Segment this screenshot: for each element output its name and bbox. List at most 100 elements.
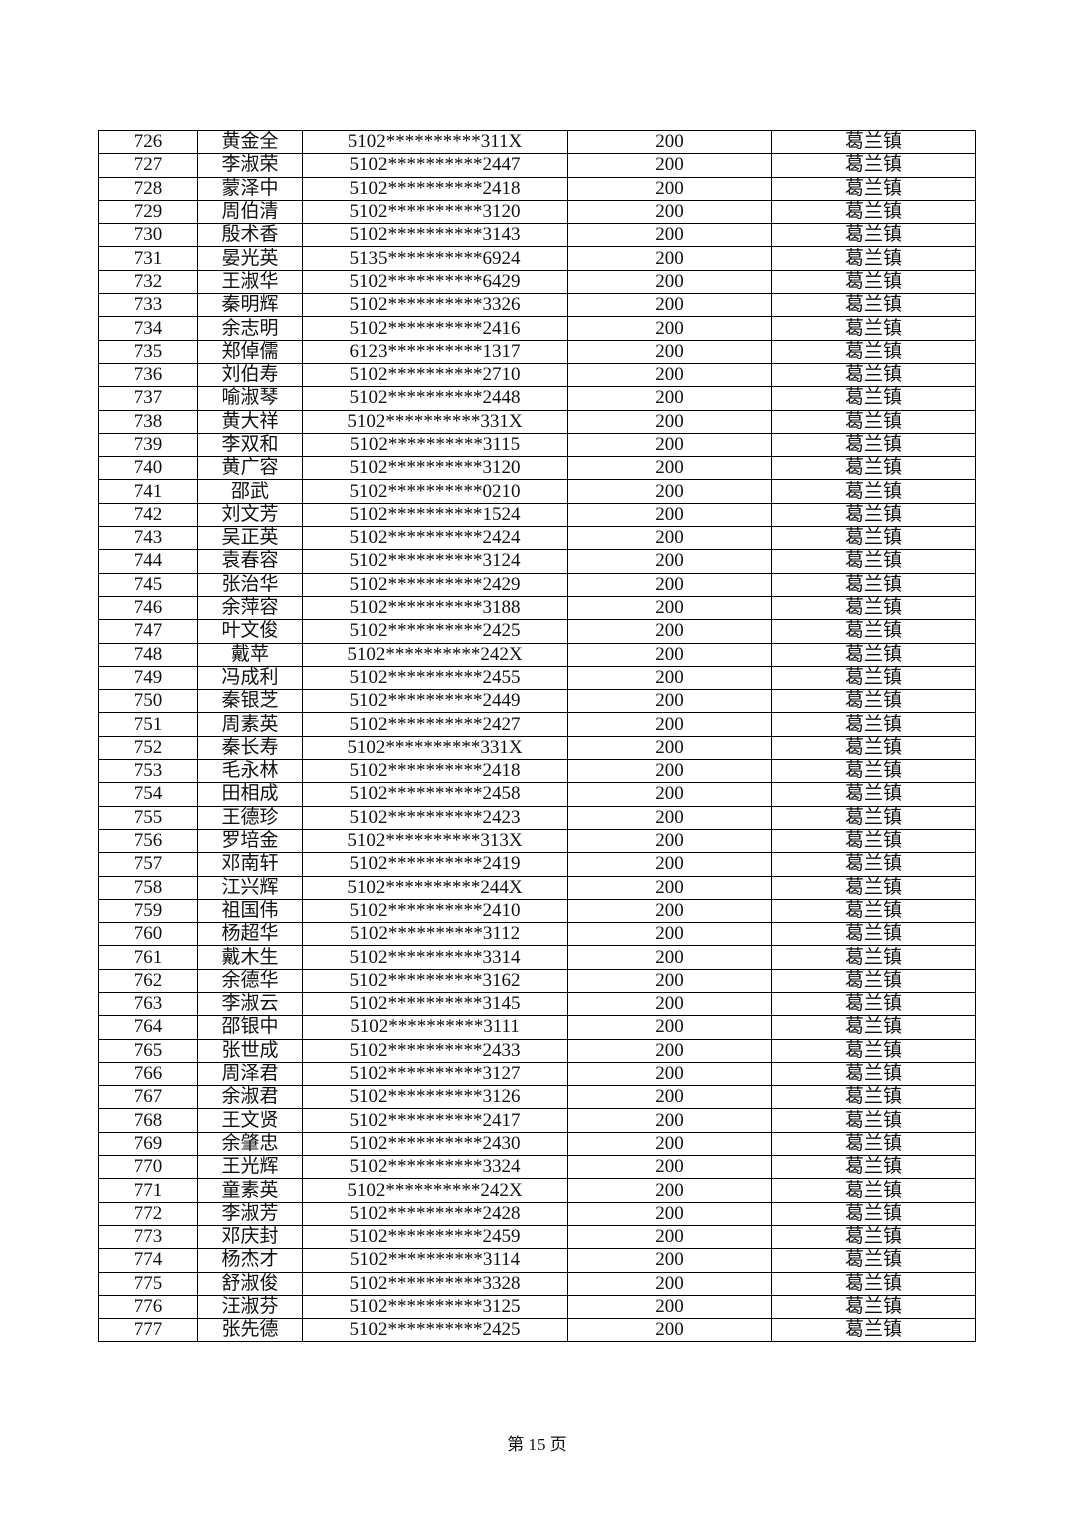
table-row: 742 刘文芳 5102**********1524 200 葛兰镇 [98,502,976,528]
id-number-cell: 5102**********244X [302,875,568,900]
town-cell: 葛兰镇 [771,689,976,714]
amount-cell: 200 [567,782,772,807]
town-cell: 葛兰镇 [771,316,976,341]
person-name-cell: 刘文芳 [197,502,303,528]
amount-cell: 200 [567,479,772,504]
person-name-cell: 蒙泽中 [197,176,303,201]
table-row: 773 邓庆封 5102**********2459 200 葛兰镇 [98,1224,976,1250]
person-name-cell: 邵武 [197,479,303,504]
person-name-cell: 邓庆封 [197,1224,303,1250]
person-name-cell: 邵银中 [197,1015,303,1040]
amount-cell: 200 [567,409,772,434]
amount-cell: 200 [567,805,772,830]
id-number-cell: 5102**********3143 [302,223,568,248]
id-number-cell: 5102**********2427 [302,712,568,737]
row-number-cell: 753 [98,759,198,784]
row-number-cell: 769 [98,1131,198,1157]
amount-cell: 200 [567,945,772,970]
amount-cell: 200 [567,129,772,155]
table-row: 772 李淑芳 5102**********2428 200 葛兰镇 [98,1201,976,1226]
town-cell: 葛兰镇 [771,805,976,830]
person-name-cell: 张先德 [197,1318,303,1343]
town-cell: 葛兰镇 [771,968,976,993]
person-name-cell: 戴苹 [197,642,303,667]
row-number-cell: 727 [98,153,198,178]
town-cell: 葛兰镇 [771,1085,976,1110]
person-name-cell: 戴木生 [197,945,303,970]
person-name-cell: 张世成 [197,1038,303,1063]
person-name-cell: 邓南轩 [197,852,303,877]
amount-cell: 200 [567,572,772,597]
person-name-cell: 黄广容 [197,456,303,481]
row-number-cell: 750 [98,689,198,714]
id-number-cell: 5102**********2433 [302,1038,568,1063]
row-number-cell: 762 [98,968,198,993]
town-cell: 葛兰镇 [771,1294,976,1320]
person-name-cell: 吴正英 [197,526,303,551]
table-row: 728 蒙泽中 5102**********2418 200 葛兰镇 [98,176,976,201]
person-name-cell: 郑倬儒 [197,339,303,364]
amount-cell: 200 [567,1131,772,1157]
table-row: 743 吴正英 5102**********2424 200 葛兰镇 [98,526,976,551]
amount-cell: 200 [567,1271,772,1296]
id-number-cell: 5102**********6429 [302,269,568,295]
town-cell: 葛兰镇 [771,572,976,597]
page-number: 第 15 页 [507,1435,567,1454]
amount-cell: 200 [567,1201,772,1226]
table-row: 776 汪淑芬 5102**********3125 200 葛兰镇 [98,1294,976,1320]
town-cell: 葛兰镇 [771,665,976,691]
town-cell: 葛兰镇 [771,875,976,900]
person-name-cell: 喻淑琴 [197,386,303,411]
id-number-cell: 5102**********3126 [302,1085,568,1110]
person-name-cell: 冯成利 [197,665,303,691]
id-number-cell: 5102**********3127 [302,1061,568,1087]
row-number-cell: 731 [98,246,198,271]
town-cell: 葛兰镇 [771,1271,976,1296]
town-cell: 葛兰镇 [771,922,976,947]
table-row: 731 晏光英 5135**********6924 200 葛兰镇 [98,246,976,271]
id-number-cell: 5102**********3314 [302,945,568,970]
id-number-cell: 5102**********2425 [302,1318,568,1343]
id-number-cell: 5102**********2430 [302,1131,568,1157]
table-row: 729 周伯清 5102**********3120 200 葛兰镇 [98,199,976,225]
id-number-cell: 5102**********2459 [302,1224,568,1250]
person-name-cell: 余肇忠 [197,1131,303,1157]
table-row: 747 叶文俊 5102**********2425 200 葛兰镇 [98,619,976,644]
amount-cell: 200 [567,1318,772,1343]
town-cell: 葛兰镇 [771,1038,976,1063]
row-number-cell: 728 [98,176,198,201]
person-name-cell: 刘伯寿 [197,362,303,388]
table-row: 748 戴苹 5102**********242X 200 葛兰镇 [98,642,976,667]
table-row: 741 邵武 5102**********0210 200 葛兰镇 [98,479,976,504]
table-row: 744 袁春容 5102**********3124 200 葛兰镇 [98,549,976,574]
town-cell: 葛兰镇 [771,386,976,411]
row-number-cell: 760 [98,922,198,947]
town-cell: 葛兰镇 [771,712,976,737]
person-name-cell: 秦明辉 [197,293,303,318]
row-number-cell: 746 [98,595,198,621]
table-row: 738 黄大祥 5102**********331X 200 葛兰镇 [98,409,976,434]
recipient-table: 726 黄金全 5102**********311X 200 葛兰镇 727 李淑荣 5102… [98,129,976,1343]
row-number-cell: 774 [98,1248,198,1273]
amount-cell: 200 [567,1015,772,1040]
town-cell: 葛兰镇 [771,479,976,504]
table-row: 775 舒淑俊 5102**********3328 200 葛兰镇 [98,1271,976,1296]
person-name-cell: 祖国伟 [197,898,303,924]
table-row: 760 杨超华 5102**********3112 200 葛兰镇 [98,922,976,947]
town-cell: 葛兰镇 [771,1015,976,1040]
amount-cell: 200 [567,526,772,551]
amount-cell: 200 [567,828,772,854]
id-number-cell: 5102**********3120 [302,456,568,481]
row-number-cell: 767 [98,1085,198,1110]
person-name-cell: 江兴辉 [197,875,303,900]
table-row: 746 余萍容 5102**********3188 200 葛兰镇 [98,595,976,621]
amount-cell: 200 [567,549,772,574]
row-number-cell: 744 [98,549,198,574]
table-row: 758 江兴辉 5102**********244X 200 葛兰镇 [98,875,976,900]
amount-cell: 200 [567,176,772,201]
person-name-cell: 汪淑芬 [197,1294,303,1320]
town-cell: 葛兰镇 [771,223,976,248]
town-cell: 葛兰镇 [771,1155,976,1180]
town-cell: 葛兰镇 [771,153,976,178]
town-cell: 葛兰镇 [771,339,976,364]
